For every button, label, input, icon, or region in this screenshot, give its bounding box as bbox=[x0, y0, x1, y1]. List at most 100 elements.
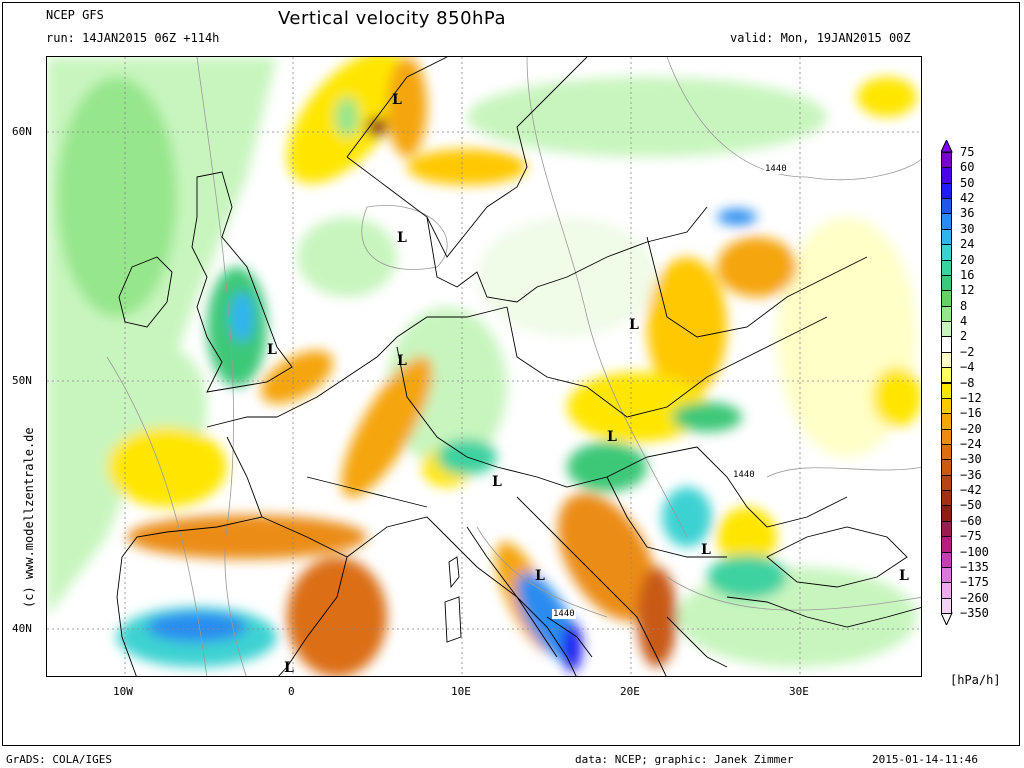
legend-swatch bbox=[941, 290, 952, 307]
legend-swatch bbox=[941, 213, 952, 230]
legend-swatch bbox=[941, 167, 952, 184]
low-pressure-mark: L bbox=[899, 568, 909, 584]
legend-swatch bbox=[941, 259, 952, 276]
legend-swatch bbox=[941, 582, 952, 599]
legend-swatch bbox=[941, 397, 952, 415]
low-pressure-mark: L bbox=[701, 542, 711, 558]
legend-swatch bbox=[941, 182, 952, 200]
height-contours bbox=[106, 57, 921, 676]
legend-swatch bbox=[941, 336, 952, 353]
low-pressure-mark: L bbox=[492, 474, 502, 490]
legend-label: −50 bbox=[960, 498, 982, 513]
legend-unit: [hPa/h] bbox=[950, 673, 1001, 687]
legend-label: 75 bbox=[960, 145, 975, 159]
legend-swatch bbox=[941, 459, 952, 476]
legend-swatch bbox=[941, 536, 952, 553]
lat-label-50n: 50N bbox=[12, 374, 32, 387]
legend-label: 2 bbox=[960, 329, 968, 344]
velocity-field bbox=[47, 57, 921, 676]
legend-label: −2 bbox=[960, 344, 975, 359]
legend-label: −4 bbox=[960, 360, 975, 375]
legend-label: −36 bbox=[960, 467, 982, 482]
legend-top-triangle bbox=[941, 140, 953, 153]
lat-label-40n: 40N bbox=[12, 622, 32, 635]
lon-label-0: 0 bbox=[288, 685, 295, 698]
coastlines bbox=[116, 57, 921, 676]
contour-label: 1440 bbox=[552, 609, 576, 619]
legend-label: −260 bbox=[960, 590, 989, 605]
footer-timestamp: 2015-01-14-11:46 bbox=[872, 753, 978, 766]
legend-label: −8 bbox=[960, 375, 975, 390]
legend-swatch bbox=[941, 274, 952, 292]
low-pressure-mark: L bbox=[629, 317, 639, 333]
legend-label: −135 bbox=[960, 559, 989, 574]
legend-label: −60 bbox=[960, 513, 982, 528]
legend-swatch bbox=[941, 505, 952, 522]
contour-label: 1440 bbox=[732, 470, 756, 480]
graticule bbox=[47, 57, 921, 676]
legend-swatch bbox=[941, 244, 952, 261]
legend-label: 16 bbox=[960, 267, 975, 282]
legend-label: −30 bbox=[960, 452, 982, 467]
legend-swatch bbox=[941, 474, 952, 492]
legend-label: 4 bbox=[960, 314, 968, 329]
legend-label: −16 bbox=[960, 406, 982, 421]
legend-label: 60 bbox=[960, 160, 975, 175]
low-pressure-mark: L bbox=[267, 342, 277, 358]
low-pressure-mark: L bbox=[607, 429, 617, 445]
map-svg bbox=[47, 57, 921, 676]
legend-label: −12 bbox=[960, 390, 982, 405]
legend-swatch bbox=[941, 566, 952, 584]
legend-bottom-triangle bbox=[941, 612, 953, 625]
model-name: NCEP GFS bbox=[46, 8, 104, 22]
legend-swatch bbox=[941, 551, 952, 568]
lat-label-60n: 60N bbox=[12, 125, 32, 138]
legend-swatch bbox=[941, 597, 952, 614]
legend-swatch bbox=[941, 198, 952, 215]
legend-label: 36 bbox=[960, 206, 975, 221]
legend-swatch bbox=[941, 520, 952, 538]
legend-label: 42 bbox=[960, 191, 975, 206]
legend-swatch bbox=[941, 321, 952, 338]
legend-label: −350 bbox=[960, 606, 989, 620]
legend-swatch bbox=[941, 490, 952, 507]
outer-frame bbox=[2, 2, 1020, 746]
legend-label: 12 bbox=[960, 283, 975, 298]
legend-label: 8 bbox=[960, 298, 968, 313]
legend-swatch bbox=[941, 228, 952, 246]
legend-swatch bbox=[941, 305, 952, 323]
run-info: run: 14JAN2015 06Z +114h bbox=[46, 31, 220, 45]
weather-map: L L L L L L L L L L L 1440 1440 1440 bbox=[46, 56, 922, 677]
legend-swatch bbox=[941, 443, 952, 461]
lon-label-30e: 30E bbox=[789, 685, 809, 698]
legend-label: 24 bbox=[960, 237, 975, 252]
contour-label: 1440 bbox=[764, 164, 788, 174]
low-pressure-mark: L bbox=[284, 660, 294, 676]
low-pressure-mark: L bbox=[397, 353, 407, 369]
lon-label-10w: 10W bbox=[113, 685, 133, 698]
legend-label: 20 bbox=[960, 252, 975, 267]
legend-swatch bbox=[941, 351, 952, 369]
low-pressure-mark: L bbox=[397, 230, 407, 246]
footer-software: GrADS: COLA/IGES bbox=[6, 753, 112, 766]
legend-label: 50 bbox=[960, 175, 975, 190]
legend-swatch bbox=[941, 382, 952, 399]
lon-label-10e: 10E bbox=[451, 685, 471, 698]
footer-credit: data: NCEP; graphic: Janek Zimmer bbox=[575, 753, 794, 766]
legend-swatch bbox=[941, 367, 952, 384]
side-credit: (c) www.modellzentrale.de bbox=[22, 427, 36, 608]
legend-swatch bbox=[941, 152, 952, 169]
legend-label: −100 bbox=[960, 544, 989, 559]
low-pressure-mark: L bbox=[535, 568, 545, 584]
color-legend: 75 60 50 42 36 30 24 20 16 12 8 4 2 −2 −4 −8 −12 −16 −20 −2… bbox=[941, 140, 989, 625]
low-pressure-mark: L bbox=[392, 92, 402, 108]
legend-swatch bbox=[941, 428, 952, 445]
legend-label: −20 bbox=[960, 421, 982, 436]
lon-label-20e: 20E bbox=[620, 685, 640, 698]
legend-label: −42 bbox=[960, 483, 982, 498]
map-title: Vertical velocity 850hPa bbox=[278, 8, 507, 29]
valid-time: valid: Mon, 19JAN2015 00Z bbox=[730, 31, 911, 45]
legend-swatch bbox=[941, 413, 952, 430]
legend-label: −75 bbox=[960, 529, 982, 544]
legend-label: −175 bbox=[960, 575, 989, 590]
